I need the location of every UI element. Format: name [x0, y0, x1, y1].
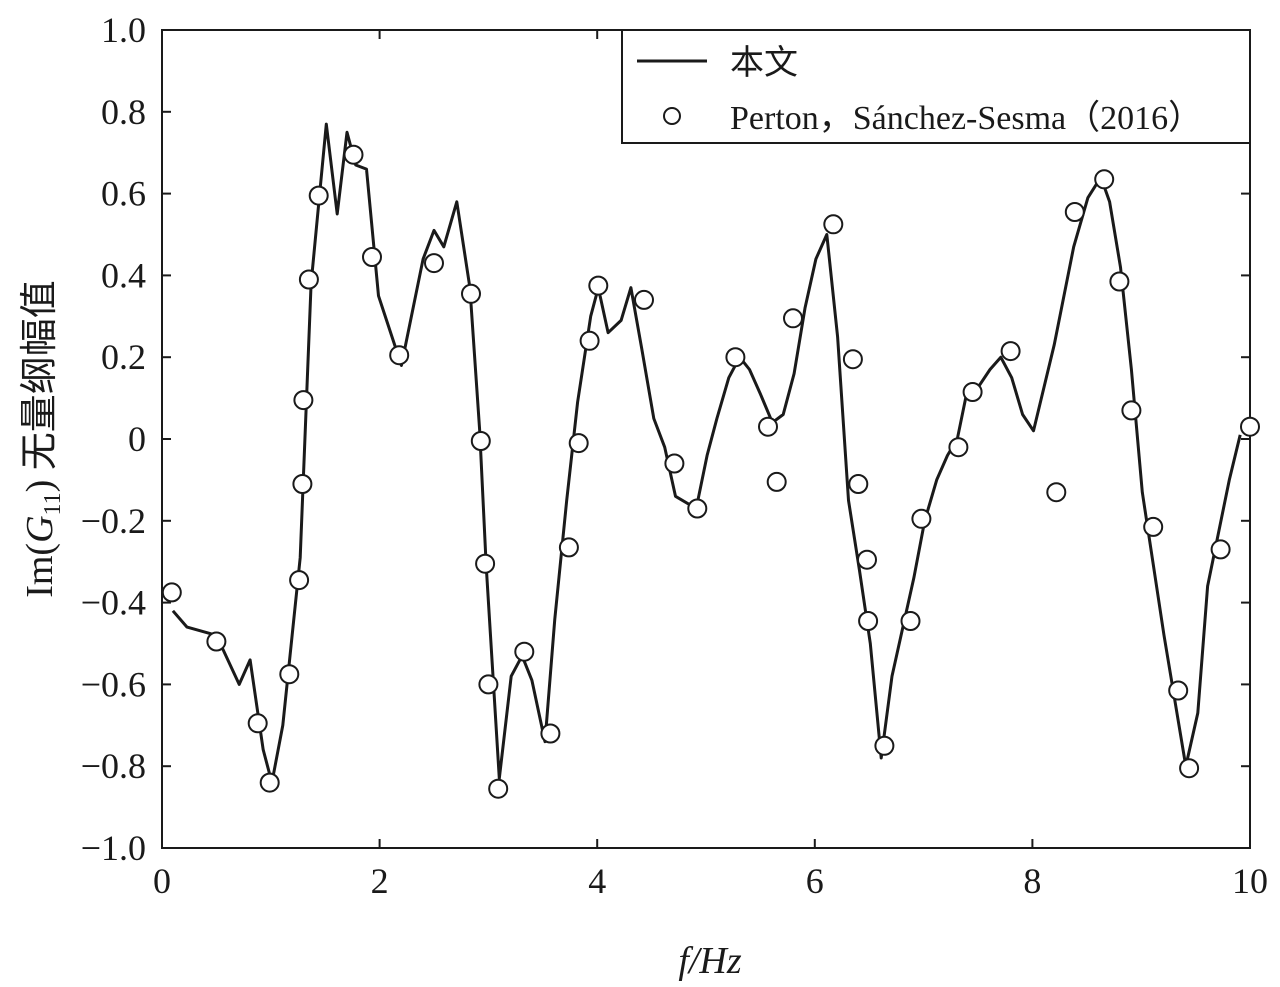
data-point-marker	[247, 713, 268, 734]
data-point-marker	[1210, 539, 1231, 560]
data-point-marker	[758, 416, 778, 437]
y-axis-title-sub: 11	[40, 492, 66, 515]
plot-frame	[161, 29, 1251, 849]
data-point-marker	[293, 390, 314, 411]
y-tick-label: 1.0	[101, 10, 146, 50]
legend-box	[621, 29, 1251, 144]
y-tick-label: −1.0	[81, 828, 146, 868]
data-point-marker	[292, 474, 313, 494]
data-point-marker	[948, 437, 969, 458]
data-point-marker	[461, 283, 481, 304]
x-tick-label: 0	[153, 861, 171, 901]
data-point-marker	[1046, 482, 1067, 503]
data-point-marker	[206, 631, 227, 652]
data-point-marker	[1094, 169, 1115, 190]
y-tick-label: −0.2	[81, 501, 146, 541]
data-point-marker	[568, 433, 589, 454]
data-point-marker	[1240, 416, 1260, 437]
data-point-marker	[634, 289, 654, 310]
y-axis-title: Im(G11) 无量纲幅值	[19, 280, 66, 598]
legend-label-series-2: Perton，Sánchez-Sesma（2016）	[730, 99, 1202, 137]
data-point-marker	[1168, 680, 1189, 701]
data-point-marker	[1121, 400, 1142, 421]
y-tick-label: 0.8	[101, 92, 146, 132]
data-point-marker	[343, 144, 364, 165]
data-point-marker	[289, 570, 310, 591]
data-point-marker	[766, 471, 787, 492]
axis-ticks	[161, 29, 1251, 849]
data-point-marker	[259, 772, 280, 793]
x-tick-label: 4	[588, 861, 606, 901]
data-point-marker	[389, 345, 410, 366]
y-tick-label: 0.6	[101, 174, 146, 214]
legend: 本文 Perton，Sánchez-Sesma（2016）	[621, 29, 1251, 144]
data-point-marker	[962, 382, 983, 402]
data-point-marker	[687, 498, 708, 519]
data-point-marker	[1000, 341, 1021, 362]
data-point-marker	[161, 582, 182, 603]
data-point-marker	[279, 664, 300, 685]
data-point-marker	[470, 431, 491, 451]
data-point-marker	[488, 778, 509, 799]
data-point-marker	[823, 214, 844, 235]
data-point-marker	[514, 641, 535, 662]
data-point-marker	[900, 611, 921, 631]
y-axis-title-prefix: Im(	[19, 543, 61, 598]
data-point-marker	[579, 330, 600, 351]
data-point-marker	[1179, 758, 1200, 779]
data-point-marker	[842, 349, 863, 370]
data-point-marker	[857, 549, 877, 570]
data-point-marker	[424, 253, 444, 274]
data-point-marker	[1143, 516, 1164, 537]
data-point-marker	[874, 735, 895, 756]
data-point-marker	[911, 508, 932, 529]
data-point-marker	[475, 553, 496, 574]
y-axis-title-var: G	[19, 515, 61, 542]
data-point-marker	[478, 674, 499, 695]
x-axis-title: f/Hz	[678, 940, 742, 982]
data-point-marker	[308, 185, 329, 206]
y-tick-label: −0.8	[81, 746, 146, 786]
series-line-1	[171, 122, 1242, 785]
legend-marker-swatch	[663, 107, 681, 125]
x-tick-label: 8	[1023, 861, 1041, 901]
data-point-marker	[858, 611, 879, 631]
data-point-marker	[588, 275, 609, 296]
y-tick-label: −0.6	[81, 664, 146, 704]
y-tick-label: 0.2	[101, 337, 146, 377]
y-tick-label: −0.4	[81, 583, 146, 623]
legend-label-series-1: 本文	[730, 44, 798, 82]
data-point-marker	[783, 308, 803, 329]
y-tick-label: 0	[128, 419, 146, 459]
y-tick-label: 0.4	[101, 255, 146, 295]
data-point-marker	[664, 453, 685, 474]
data-point-marker	[1109, 271, 1130, 292]
x-tick-label: 10	[1232, 861, 1268, 901]
axis-tick-labels: 0 2 4 6 8 10 −1.0 −0.8 −0.6 −0.4 −0.2 0 0.2 0.4 0.6 0.8…	[81, 10, 1268, 901]
data-point-marker	[1064, 202, 1085, 222]
data-point-marker	[558, 537, 579, 558]
data-point-marker	[540, 723, 561, 744]
series-layer	[161, 122, 1260, 799]
y-axis-title-suffix: ) 无量纲幅值	[19, 280, 61, 492]
data-point-marker	[362, 247, 382, 267]
data-point-marker	[298, 269, 319, 290]
x-tick-label: 2	[371, 861, 389, 901]
data-point-marker	[725, 347, 746, 368]
x-tick-label: 6	[806, 861, 824, 901]
data-point-marker	[848, 474, 869, 494]
